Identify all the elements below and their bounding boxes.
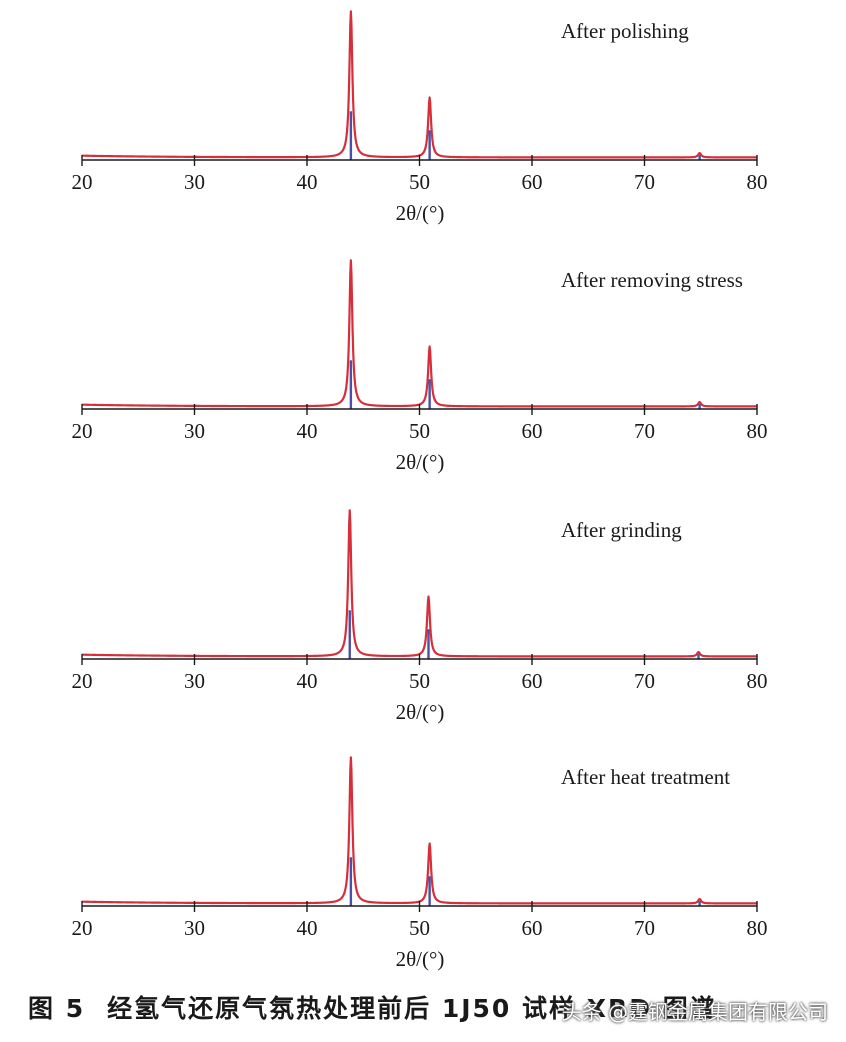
panel-label-1: After polishing [561,19,689,43]
x-tick-label-2-20: 20 [72,419,93,443]
x-axis-title-4: 2θ/(°) [396,947,445,971]
xrd-chart: After polishing 20 30 40 50 60 70 80 2θ/(°) After… [72,10,768,971]
panel-label-2: After removing stress [561,268,743,292]
x-tick-label-4-40: 40 [297,916,318,940]
x-tick-label-4-30: 30 [184,916,205,940]
x-tick-label-4-50: 50 [409,916,430,940]
x-tick-label-1-50: 50 [409,170,430,194]
x-tick-label-3-80: 80 [747,669,768,693]
x-tick-label-3-60: 60 [522,669,543,693]
caption-text: 经氢气还原气氛热处理前后 1J50 试样 XRD 图谱 [107,994,717,1023]
x-tick-label-2-70: 70 [634,419,655,443]
x-tick-label-4-20: 20 [72,916,93,940]
x-tick-label-2-50: 50 [409,419,430,443]
x-tick-label-2-30: 30 [184,419,205,443]
x-tick-label-3-20: 20 [72,669,93,693]
x-axis-title-3: 2θ/(°) [396,700,445,724]
x-tick-label-1-20: 20 [72,170,93,194]
x-tick-label-3-40: 40 [297,669,318,693]
watermark: 头条 @霆钢金属集团有限公司 [561,1000,828,1024]
x-tick-label-1-60: 60 [522,170,543,194]
x-tick-label-3-30: 30 [184,669,205,693]
panel-label-3: After grinding [561,518,682,542]
x-tick-label-3-50: 50 [409,669,430,693]
x-tick-label-2-40: 40 [297,419,318,443]
x-tick-label-1-80: 80 [747,170,768,194]
x-tick-label-1-30: 30 [184,170,205,194]
panel-label-4: After heat treatment [561,765,730,789]
x-tick-label-4-80: 80 [747,916,768,940]
x-axis-title-1: 2θ/(°) [396,201,445,225]
x-tick-label-1-40: 40 [297,170,318,194]
figure-number: 图 5 [28,994,86,1023]
figure-caption: 图 5 经氢气还原气氛热处理前后 1J50 试样 XRD 图谱 [28,986,838,1032]
x-tick-label-4-70: 70 [634,916,655,940]
x-tick-label-3-70: 70 [634,669,655,693]
x-tick-label-2-80: 80 [747,419,768,443]
x-axis-title-2: 2θ/(°) [396,450,445,474]
x-tick-label-1-70: 70 [634,170,655,194]
x-tick-label-2-60: 60 [522,419,543,443]
x-tick-label-4-60: 60 [522,916,543,940]
